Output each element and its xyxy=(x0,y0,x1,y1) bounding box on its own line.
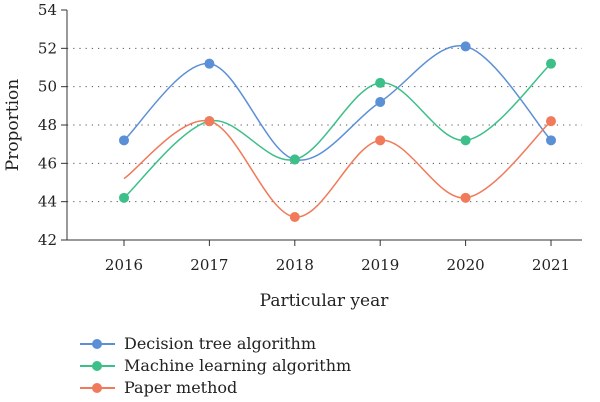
legend-label: Machine learning algorithm xyxy=(124,356,352,375)
y-tick-label: 42 xyxy=(38,231,57,249)
x-tick-label: 2019 xyxy=(361,256,399,274)
series-markers xyxy=(119,41,556,222)
data-point xyxy=(375,135,386,146)
series-line xyxy=(123,45,552,161)
data-point xyxy=(460,192,471,203)
y-tick-label: 54 xyxy=(38,1,57,19)
y-tick-label: 48 xyxy=(38,116,57,134)
legend-marker-swatch xyxy=(92,339,102,349)
data-point xyxy=(204,116,215,127)
legend-label: Paper method xyxy=(124,378,238,397)
x-tick-label: 2021 xyxy=(532,256,570,274)
grid-lines xyxy=(67,47,582,203)
series-line xyxy=(123,63,552,199)
y-tick-label: 50 xyxy=(38,78,57,96)
data-point xyxy=(546,116,556,127)
data-point xyxy=(289,154,300,165)
y-tick-label: 44 xyxy=(38,193,57,211)
data-point xyxy=(204,58,215,69)
data-point xyxy=(119,192,129,203)
y-axis-title: Proportion xyxy=(3,79,23,172)
axes xyxy=(66,10,582,241)
legend-marker-swatch xyxy=(92,383,102,393)
x-tick-label: 2018 xyxy=(276,256,314,274)
data-point xyxy=(289,212,300,222)
data-point xyxy=(375,77,386,88)
y-tick-label: 46 xyxy=(38,154,57,172)
data-point xyxy=(375,97,386,107)
legend-label: Decision tree algorithm xyxy=(124,334,317,353)
x-tick-label: 2017 xyxy=(190,256,228,274)
data-point xyxy=(546,135,556,146)
y-ticks: 42 44 46 48 50 52 54 xyxy=(38,1,67,249)
data-point xyxy=(460,135,471,146)
data-point xyxy=(546,58,556,69)
data-point xyxy=(460,41,471,52)
y-tick-label: 52 xyxy=(38,39,57,57)
data-point xyxy=(119,135,129,146)
legend-marker-swatch xyxy=(92,361,102,371)
x-axis-title: Particular year xyxy=(260,291,390,311)
x-tick-label: 2016 xyxy=(105,256,143,274)
series-lines xyxy=(123,45,552,218)
series-line xyxy=(123,120,552,218)
x-ticks: 2016 2017 2018 2019 2020 2021 xyxy=(105,240,570,274)
x-tick-label: 2020 xyxy=(447,256,485,274)
